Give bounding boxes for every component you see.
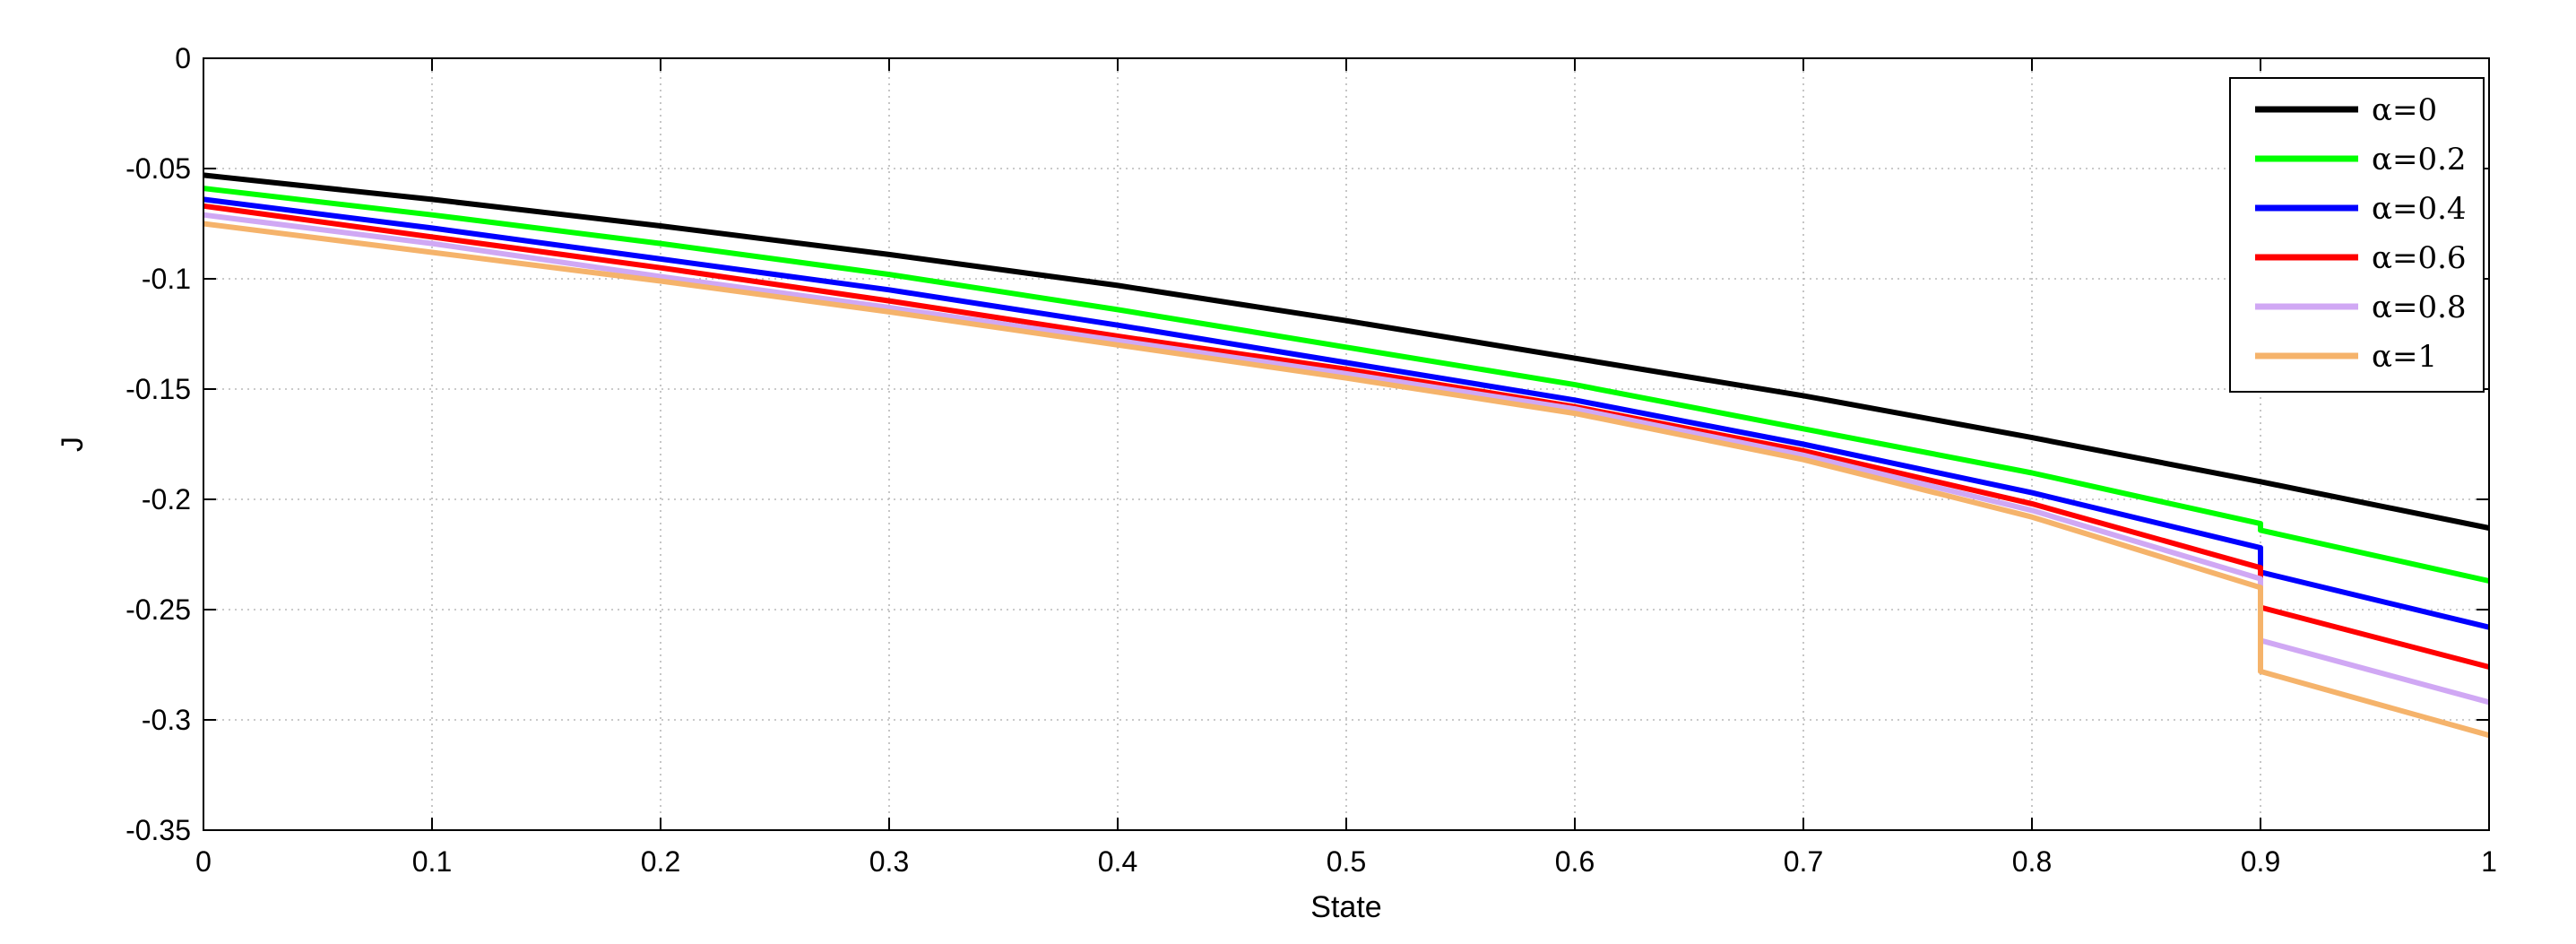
axis-ticks: 0 0.1 0.2 0.3 0.4 0.5 0.6 0.7 0.8 0.9 1 0 -0.05 -0.1 -… [125, 42, 2497, 878]
x-axis-title: State [1310, 890, 1381, 924]
legend-label-0: α=0 [2372, 92, 2437, 128]
legend-label-4: α=0.8 [2372, 290, 2467, 325]
x-tick-label: 0.7 [1784, 845, 1823, 878]
y-tick-label: -0.25 [125, 593, 191, 626]
y-tick-label: -0.2 [142, 483, 191, 515]
x-tick-label: 0.8 [2012, 845, 2052, 878]
legend: α=0 α=0.2 α=0.4 α=0.6 α=0.8 α=1 [2229, 77, 2485, 393]
legend-label-2: α=0.4 [2372, 191, 2467, 227]
series-line-5 [203, 221, 2490, 739]
x-tick-label: 0.9 [2241, 845, 2280, 878]
y-tick-label: -0.35 [125, 814, 191, 846]
y-tick-label: -0.3 [142, 704, 191, 736]
y-axis-title: J [56, 437, 90, 452]
series-line-2 [203, 196, 2490, 630]
series-line-0 [203, 172, 2490, 531]
legend-label-5: α=1 [2372, 339, 2437, 375]
series-line-1 [203, 186, 2490, 584]
y-tick-label: -0.15 [125, 373, 191, 405]
x-tick-label: 0 [195, 845, 212, 878]
y-tick-label: -0.1 [142, 263, 191, 295]
legend-box [2229, 77, 2485, 393]
legend-label-3: α=0.6 [2372, 240, 2467, 276]
series-line-3 [203, 203, 2490, 670]
x-tick-label: 0.5 [1327, 845, 1366, 878]
x-tick-label: 0.1 [412, 845, 452, 878]
x-tick-label: 0.3 [869, 845, 909, 878]
x-tick-label: 0.2 [641, 845, 680, 878]
y-tick-label: -0.05 [125, 152, 191, 185]
x-tick-label: 1 [2481, 845, 2497, 878]
x-tick-label: 0.6 [1555, 845, 1595, 878]
series-lines [203, 172, 2490, 739]
legend-label-1: α=0.2 [2372, 142, 2467, 178]
y-tick-label: 0 [175, 42, 191, 74]
x-tick-label: 0.4 [1098, 845, 1137, 878]
